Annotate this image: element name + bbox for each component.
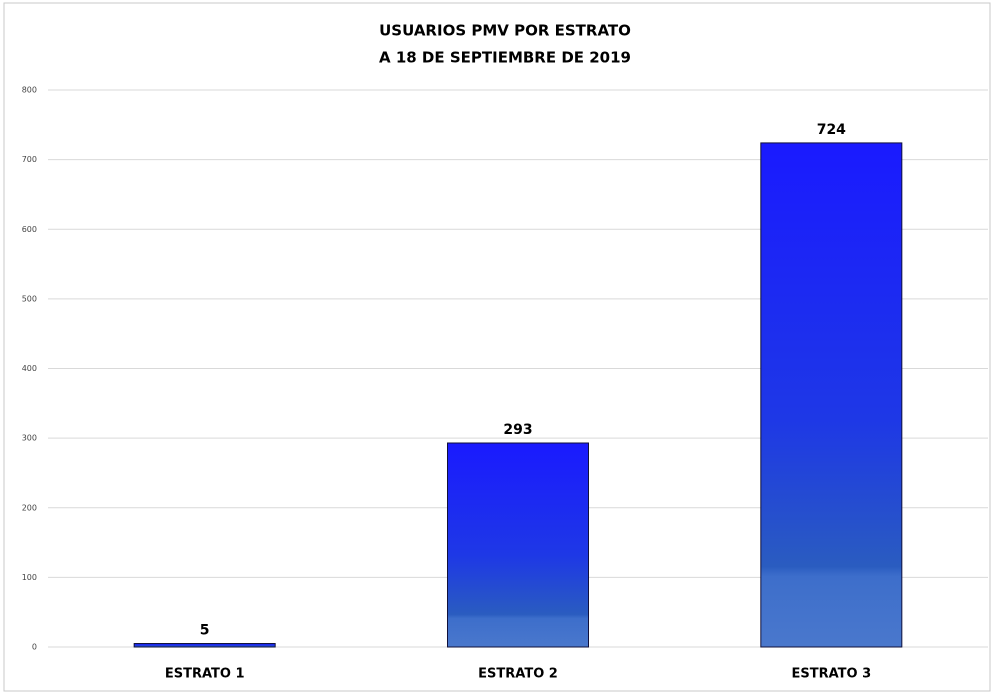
bar xyxy=(760,142,903,648)
data-label: 293 xyxy=(503,422,532,438)
chart-subtitle: A 18 DE SEPTIEMBRE DE 2019 xyxy=(379,49,631,67)
y-tick-label: 300 xyxy=(22,434,37,443)
x-tick-label: ESTRATO 3 xyxy=(791,667,871,682)
chart-title: USUARIOS PMV POR ESTRATO xyxy=(379,22,631,40)
data-label: 724 xyxy=(817,122,846,138)
y-tick-label: 200 xyxy=(22,503,37,512)
data-label: 5 xyxy=(200,623,210,639)
y-tick-label: 800 xyxy=(22,86,37,95)
bar xyxy=(447,442,589,648)
y-tick-label: 500 xyxy=(22,294,37,303)
x-tick-label: ESTRATO 1 xyxy=(165,667,245,682)
y-tick-label: 0 xyxy=(32,643,37,652)
x-tick-label: ESTRATO 2 xyxy=(478,667,558,682)
bar xyxy=(133,643,276,648)
y-tick-label: 100 xyxy=(22,573,37,582)
y-tick-label: 400 xyxy=(22,364,37,373)
y-tick-label: 700 xyxy=(22,155,37,164)
y-tick-label: 600 xyxy=(22,225,37,234)
